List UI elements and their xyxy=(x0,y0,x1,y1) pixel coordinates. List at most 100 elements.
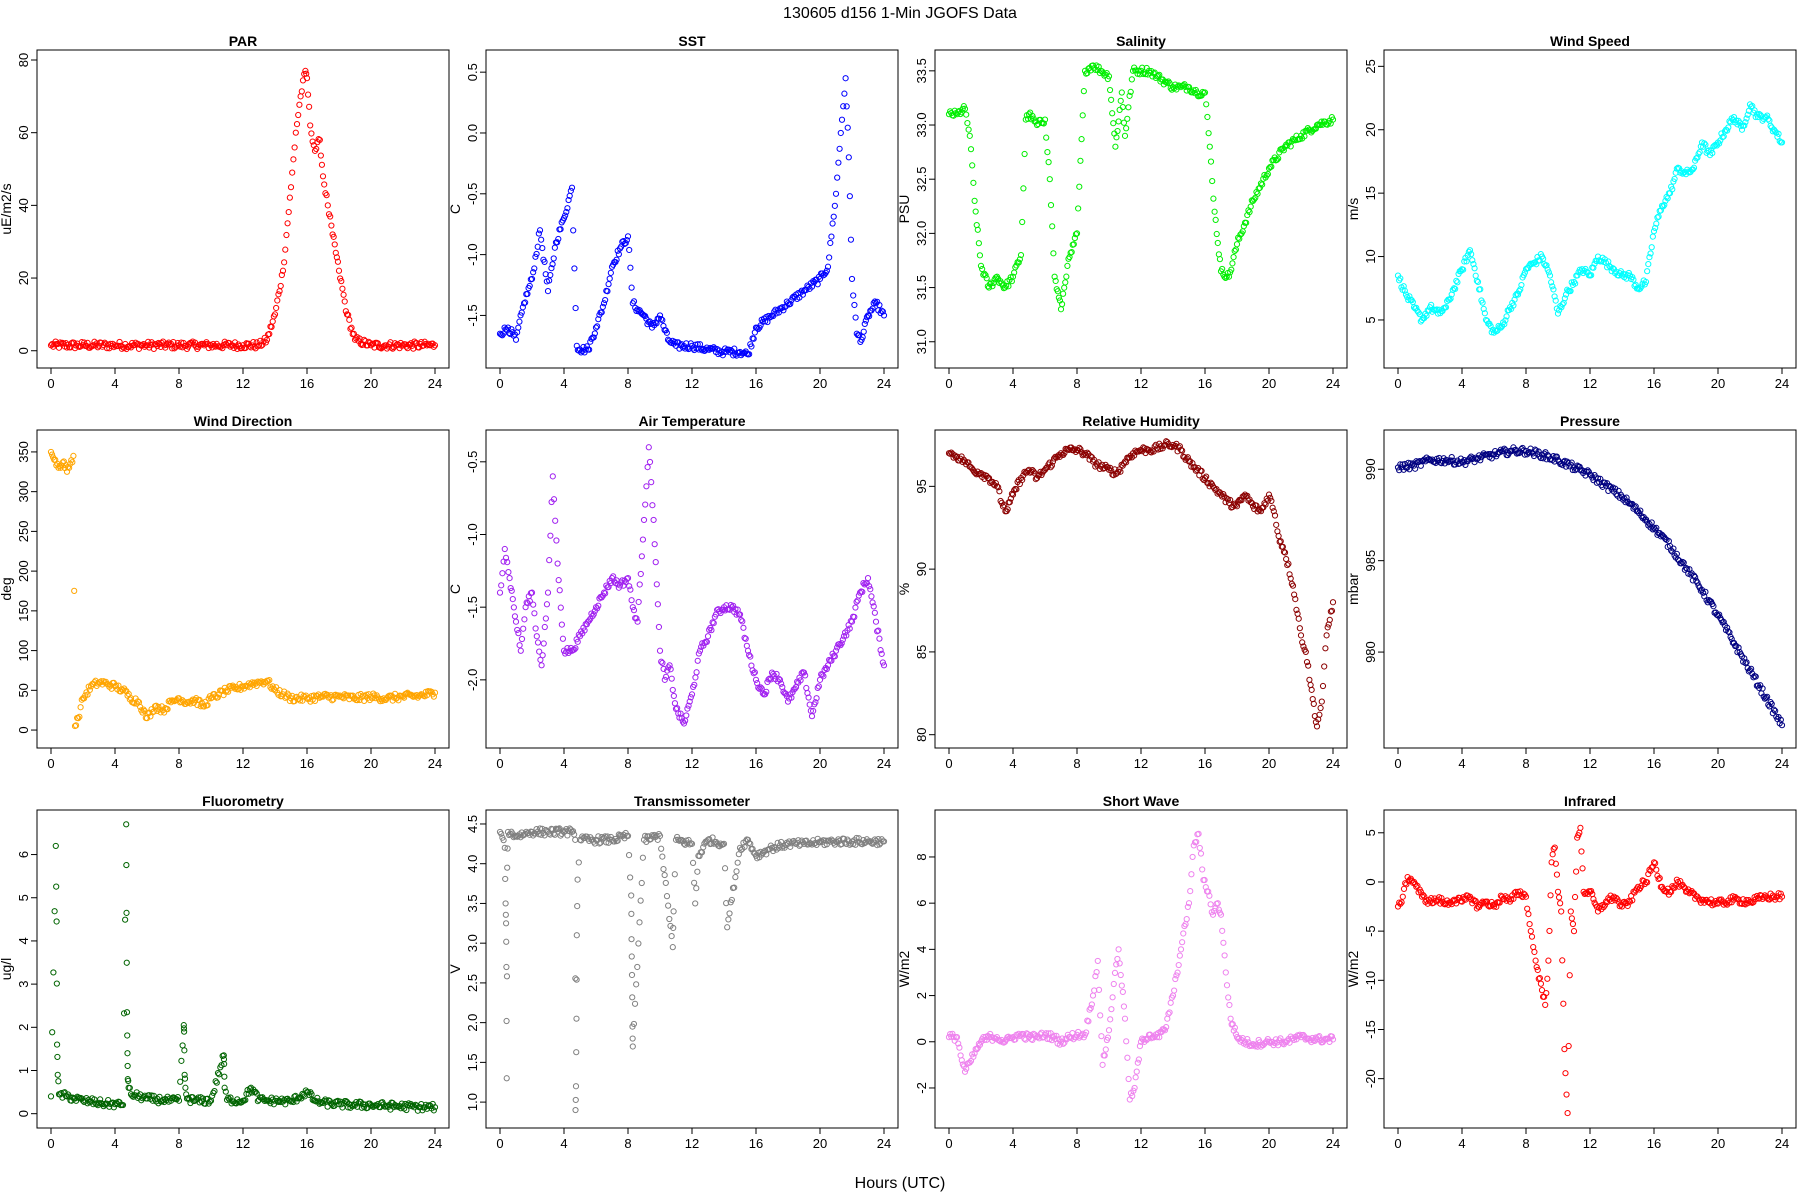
data-point xyxy=(175,1097,183,1104)
data-point xyxy=(1301,133,1308,140)
x-tick-label: 20 xyxy=(364,756,378,771)
data-point xyxy=(1094,957,1101,965)
data-point xyxy=(810,707,817,715)
data-point xyxy=(1597,475,1604,482)
data-point xyxy=(832,190,840,197)
data-point xyxy=(804,690,811,697)
data-point xyxy=(1016,256,1023,263)
data-point xyxy=(671,871,678,878)
data-point xyxy=(828,233,835,240)
data-point xyxy=(1764,693,1771,700)
data-point xyxy=(550,496,558,503)
x-tick-label: 4 xyxy=(560,756,567,771)
data-point xyxy=(652,559,659,566)
data-point xyxy=(1255,185,1262,192)
y-tick-label: -15 xyxy=(1363,1020,1378,1039)
data-point xyxy=(710,344,717,351)
data-point xyxy=(50,969,57,976)
data-point xyxy=(555,235,562,243)
data-point xyxy=(740,624,747,631)
data-point xyxy=(517,647,524,654)
data-point xyxy=(763,851,770,858)
data-point xyxy=(744,647,752,654)
data-point xyxy=(533,250,540,258)
series-points xyxy=(47,448,439,730)
data-point xyxy=(692,900,699,907)
data-point xyxy=(574,903,581,910)
data-point xyxy=(1185,83,1193,91)
data-point xyxy=(1268,497,1275,505)
data-point xyxy=(1124,115,1131,122)
data-point xyxy=(638,879,645,887)
data-point xyxy=(1412,465,1419,472)
data-point xyxy=(551,244,558,251)
data-point xyxy=(498,582,505,589)
data-point xyxy=(826,254,833,261)
data-point xyxy=(840,835,848,842)
data-point xyxy=(756,685,763,692)
data-point xyxy=(1609,265,1616,272)
data-point xyxy=(549,826,556,833)
data-point xyxy=(1007,274,1014,281)
data-point xyxy=(635,598,642,606)
x-tick-label: 24 xyxy=(1326,756,1340,771)
data-point xyxy=(600,589,608,596)
data-point xyxy=(660,865,667,873)
series-points xyxy=(945,62,1337,313)
data-point xyxy=(1177,446,1185,454)
data-point xyxy=(1087,1004,1094,1012)
data-point xyxy=(725,916,732,923)
data-point xyxy=(1292,596,1299,603)
data-point xyxy=(1630,276,1637,283)
data-point xyxy=(1671,175,1678,183)
y-tick-label: -0.5 xyxy=(465,183,480,205)
data-point xyxy=(341,298,348,305)
data-point xyxy=(1554,888,1562,895)
data-point xyxy=(276,288,283,295)
data-point xyxy=(1070,241,1077,248)
data-point xyxy=(181,1075,189,1082)
data-point xyxy=(1114,127,1121,135)
data-point xyxy=(626,583,633,590)
data-point xyxy=(547,532,554,539)
data-point xyxy=(284,220,291,227)
data-point xyxy=(1125,104,1132,111)
data-point xyxy=(1710,603,1717,610)
x-tick-label: 20 xyxy=(1711,376,1725,391)
data-point xyxy=(950,1033,957,1040)
y-tick-label: 33.5 xyxy=(914,58,929,83)
x-tick-label: 8 xyxy=(624,1136,631,1151)
data-point xyxy=(54,1053,61,1061)
data-point xyxy=(302,67,309,75)
data-point xyxy=(293,120,301,128)
data-point xyxy=(1328,607,1336,614)
data-point xyxy=(540,640,547,647)
data-point xyxy=(846,193,853,200)
y-tick-label: 0 xyxy=(16,726,31,733)
data-point xyxy=(695,650,702,657)
y-tick-label: 5 xyxy=(16,894,31,901)
data-point xyxy=(174,1094,181,1101)
x-tick-label: 0 xyxy=(47,756,54,771)
panel-title: Pressure xyxy=(1560,413,1620,429)
data-point xyxy=(1135,1056,1142,1063)
x-tick-label: 16 xyxy=(749,376,763,391)
data-point xyxy=(52,842,59,850)
data-point xyxy=(345,692,352,699)
data-point xyxy=(628,971,636,979)
data-point xyxy=(504,864,511,871)
data-point xyxy=(1510,302,1517,309)
data-point xyxy=(255,342,263,349)
data-point xyxy=(214,694,221,701)
y-tick-label: -5 xyxy=(1363,925,1378,937)
plot-frame xyxy=(485,809,899,1129)
data-point xyxy=(1259,181,1266,188)
data-point xyxy=(159,338,167,345)
data-point xyxy=(287,184,295,191)
data-point xyxy=(1119,103,1126,111)
data-point xyxy=(1233,241,1241,248)
data-point xyxy=(502,554,510,561)
data-point xyxy=(1565,1042,1572,1050)
data-point xyxy=(1689,166,1696,173)
